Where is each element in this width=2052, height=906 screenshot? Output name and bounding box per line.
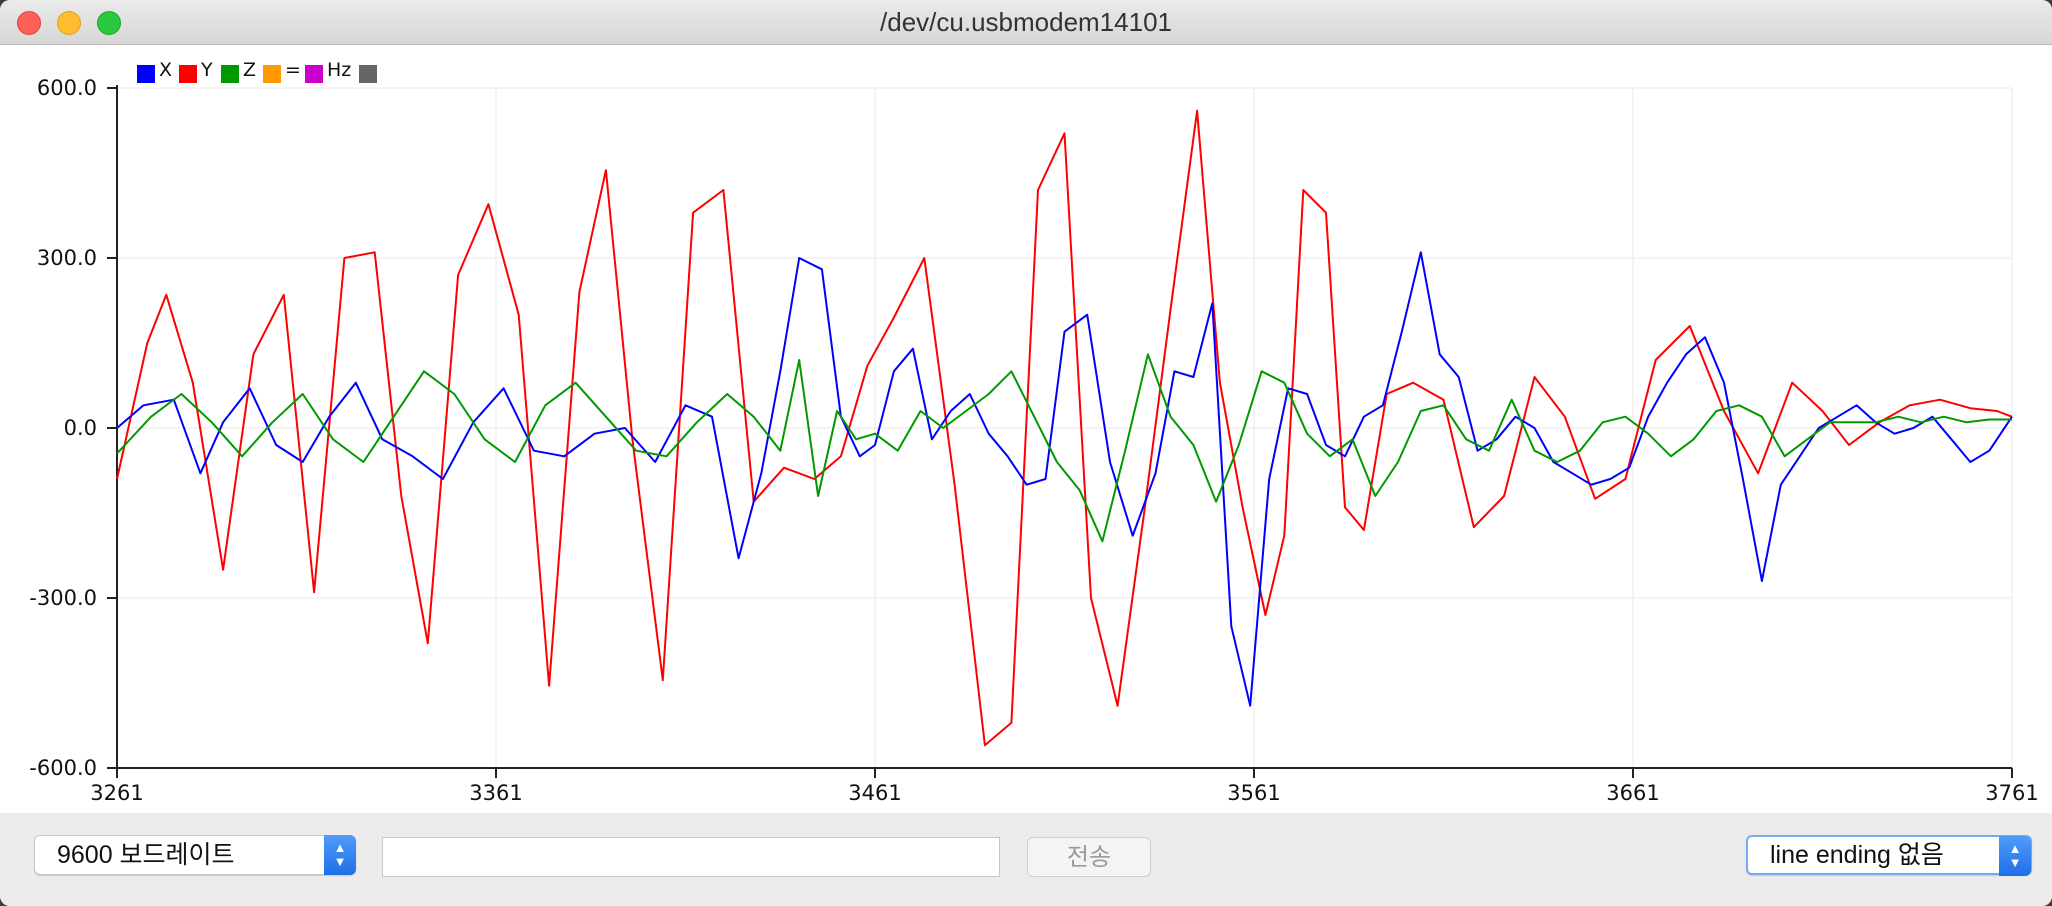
legend-label: = xyxy=(285,59,301,81)
x-tick-label: 3761 xyxy=(1985,781,2038,805)
baud-rate-select[interactable]: 9600 보드레이트 ▲ ▼ xyxy=(34,835,356,875)
x-tick-label: 3661 xyxy=(1606,781,1659,805)
legend-label: Z xyxy=(243,59,256,81)
line-ending-select[interactable]: line ending 없음 ▲ ▼ xyxy=(1746,835,2032,876)
x-tick-label: 3261 xyxy=(90,781,143,805)
y-tick-label: 600.0 xyxy=(37,76,97,100)
send-button[interactable]: 전송 xyxy=(1027,837,1151,877)
x-tick-label: 3361 xyxy=(469,781,522,805)
y-tick-label: 300.0 xyxy=(37,246,97,270)
zoom-window-button[interactable] xyxy=(97,11,121,35)
x-tick-label: 3561 xyxy=(1227,781,1280,805)
legend-swatch xyxy=(137,65,155,83)
legend-label: X xyxy=(159,59,172,81)
select-stepper-icon: ▲ ▼ xyxy=(324,835,356,875)
title-bar: /dev/cu.usbmodem14101 xyxy=(0,0,2052,45)
select-stepper-icon: ▲ ▼ xyxy=(1999,836,2031,876)
plot-area: 600.0 300.0 0.0 -300.0 -600.0 3261 3361 3461 356… xyxy=(0,45,2052,813)
y-tick-label: -600.0 xyxy=(29,756,97,780)
line-ending-value: line ending 없음 xyxy=(1770,841,1944,869)
close-window-button[interactable] xyxy=(17,11,41,35)
legend-swatch xyxy=(221,65,239,83)
series-line-z xyxy=(116,353,2012,543)
window-title: /dev/cu.usbmodem14101 xyxy=(880,7,1172,37)
minimize-window-button[interactable] xyxy=(57,11,81,35)
y-tick-label: -300.0 xyxy=(29,586,97,610)
baud-rate-value: 9600 보드레이트 xyxy=(57,841,235,869)
x-tick-label: 3461 xyxy=(848,781,901,805)
serial-send-input[interactable] xyxy=(382,837,1000,877)
bottom-toolbar: 9600 보드레이트 ▲ ▼ 전송 line ending 없음 ▲ ▼ xyxy=(0,813,2052,906)
y-tick-label: 0.0 xyxy=(64,416,97,440)
legend-swatch xyxy=(359,65,377,83)
legend-swatch xyxy=(179,65,197,83)
series-line-x xyxy=(116,251,2013,707)
legend-swatch xyxy=(263,65,281,83)
legend-label: Hz xyxy=(327,59,351,81)
series-line-y xyxy=(116,109,2013,747)
legend-swatch xyxy=(305,65,323,83)
legend-label: Y xyxy=(200,59,213,81)
